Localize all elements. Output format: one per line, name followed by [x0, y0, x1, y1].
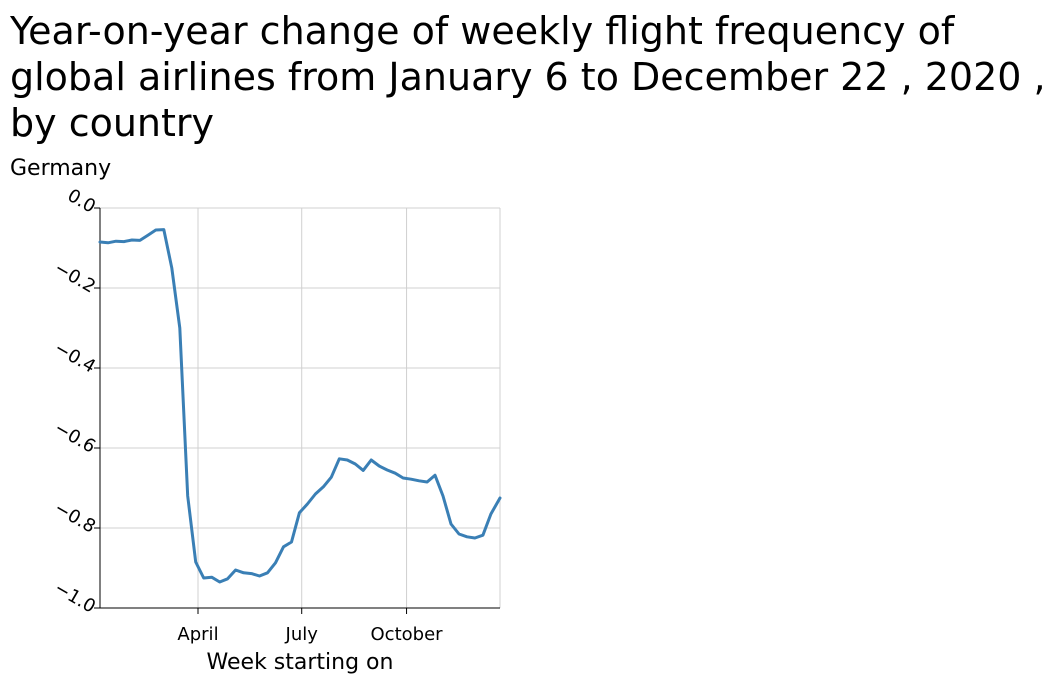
x-tick-label: April — [177, 624, 218, 645]
y-tick-label: −0.2 — [51, 257, 99, 297]
axes — [94, 207, 500, 614]
chart-title: Year-on-year change of weekly flight fre… — [10, 9, 1046, 145]
grid-lines — [100, 207, 501, 609]
series-line — [98, 228, 502, 584]
y-tick-label: −0.4 — [51, 337, 99, 377]
x-axis-label: Week starting on — [206, 650, 394, 675]
y-tick-label: −0.8 — [51, 497, 99, 537]
x-tick-label: October — [371, 624, 444, 645]
tick-labels: 0.0 −0.2 −0.4 −0.6 −0.8 −1.0 April July October — [51, 185, 444, 645]
y-tick-label: −0.6 — [51, 417, 99, 457]
series-group — [98, 228, 502, 584]
y-tick-label: 0.0 — [64, 185, 99, 218]
x-tick-label: July — [285, 624, 319, 645]
y-axis-label: Germany — [10, 156, 112, 181]
y-tick-label: −1.0 — [51, 577, 99, 617]
